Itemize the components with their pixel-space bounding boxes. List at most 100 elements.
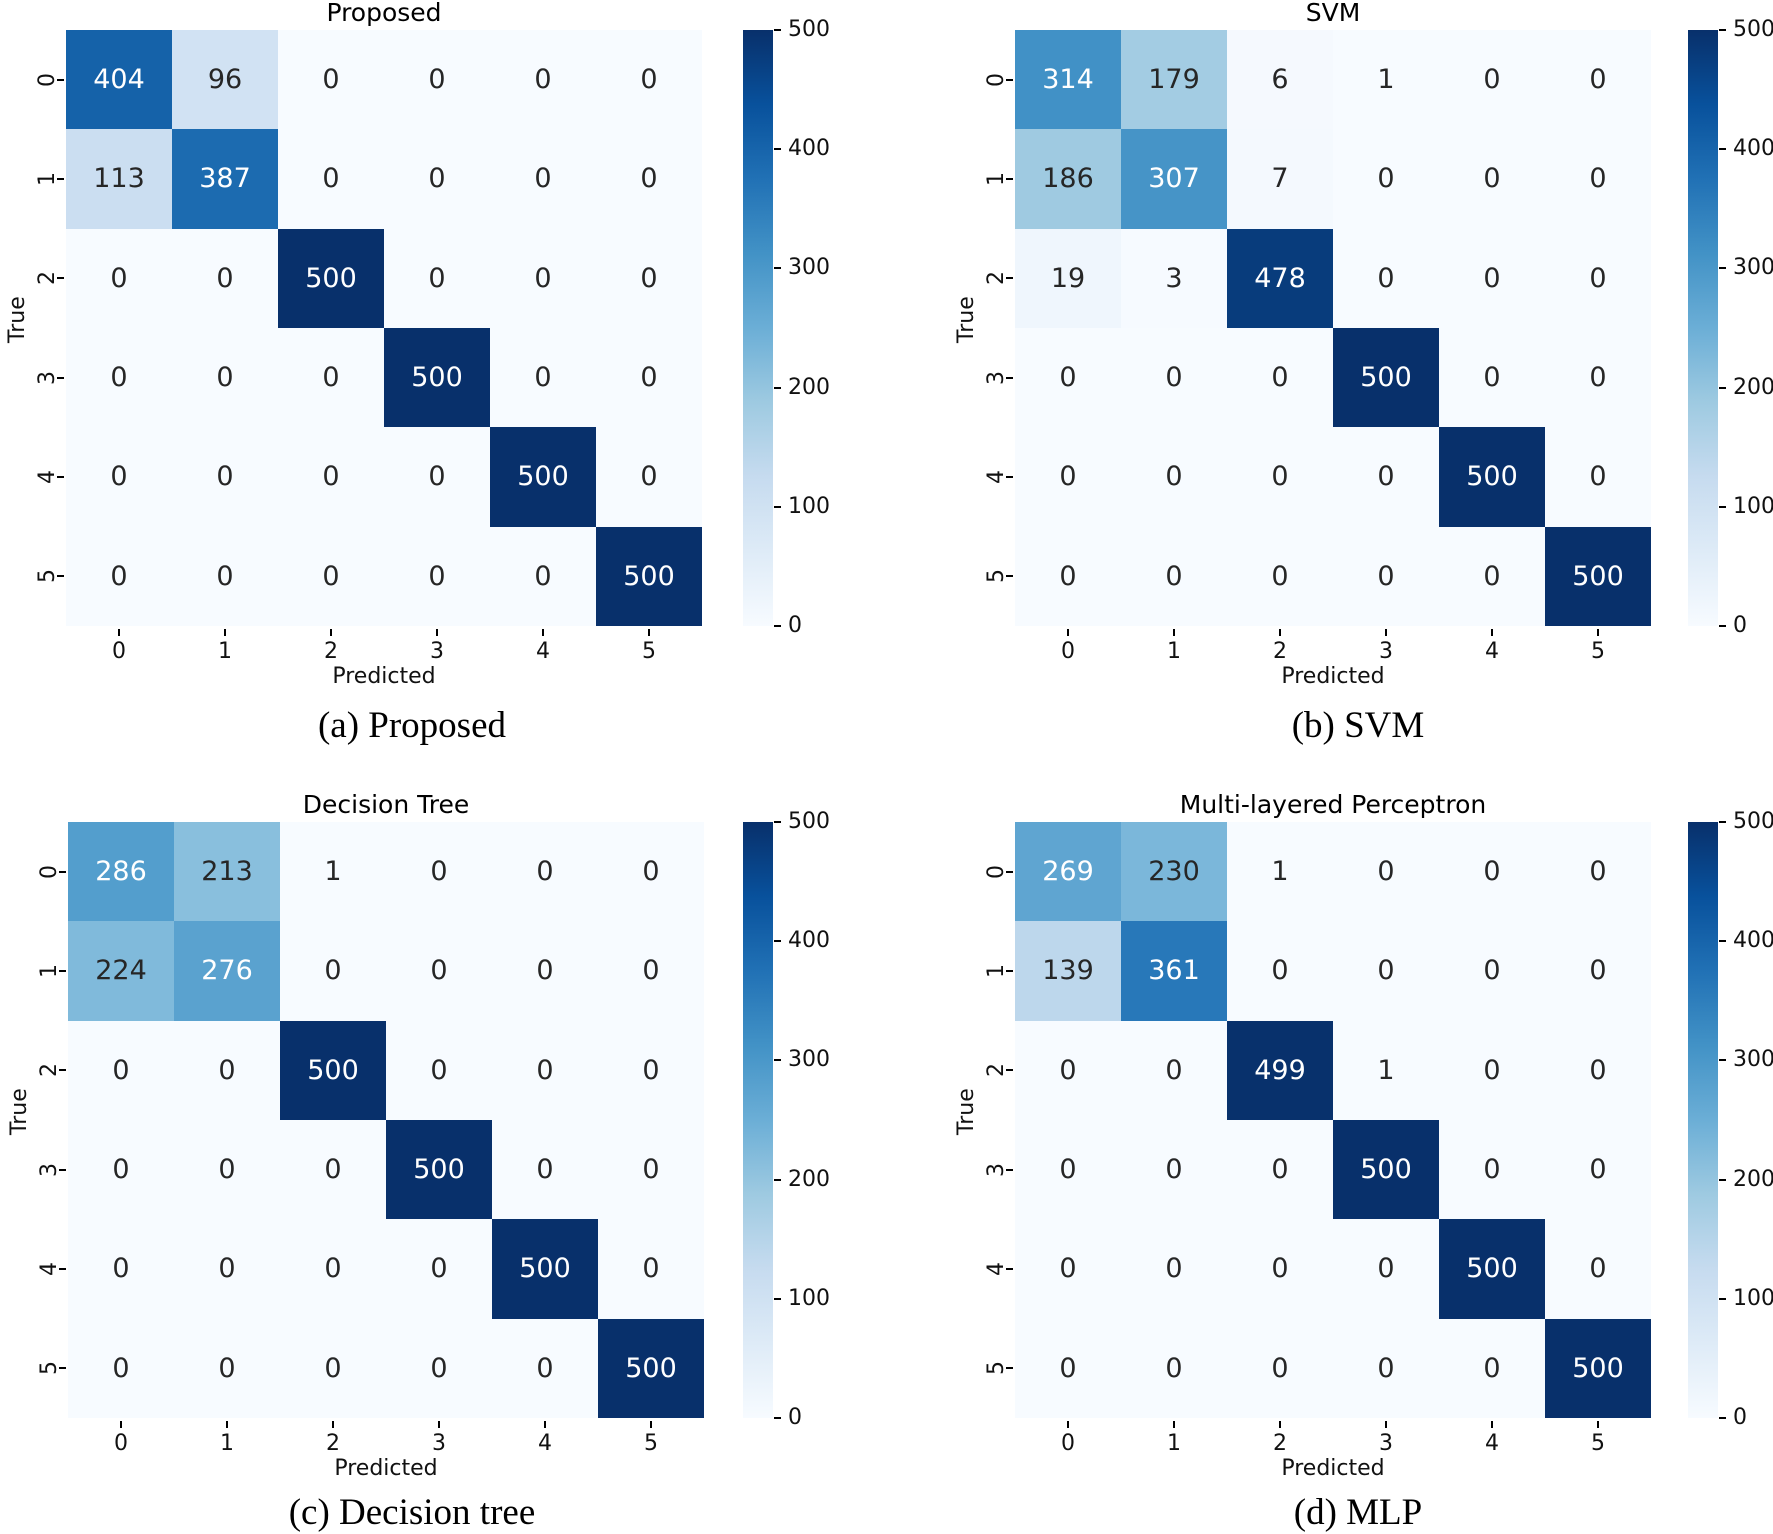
heatmap-cell: 7 [1227,129,1333,229]
heatmap-cell: 0 [492,822,598,922]
heatmap-cell: 500 [1333,328,1439,428]
heatmap-cell: 0 [1015,1318,1121,1418]
colorbar-tick-mark [774,505,781,508]
x-tick-mark [1491,1421,1493,1428]
heatmap-cell: 0 [174,1120,280,1220]
colorbar-tick-label: 200 [1733,374,1773,400]
x-tick-mark [1173,629,1175,636]
colorbar-tick-mark [774,1178,781,1181]
y-axis-label: True [954,296,979,343]
heatmap-cell: 0 [1545,30,1651,130]
heatmap-cell: 0 [1439,228,1545,328]
x-tick-mark [1279,629,1281,636]
heatmap-cell: 387 [172,129,278,229]
colorbar-tick-mark [1719,1059,1726,1062]
heatmap-cell: 230 [1121,822,1227,922]
heatmap-cell: 186 [1015,129,1121,229]
x-tick-label: 3 [430,639,444,664]
heatmap-cell: 0 [598,1020,704,1120]
heatmap-cell: 0 [596,228,702,328]
heatmap-cell: 314 [1015,30,1121,130]
heatmap-cell: 0 [1333,1318,1439,1418]
colorbar-tick-mark [774,267,781,270]
heatmap-cell: 19 [1015,228,1121,328]
colorbar-tick-mark [774,1059,781,1062]
heatmap-cell: 0 [68,1020,174,1120]
y-tick-mark [57,277,64,280]
heatmap-cell: 0 [66,228,172,328]
colorbar-tick-mark [1719,821,1726,823]
heatmap-cell: 213 [174,822,280,922]
y-tick-mark [59,870,66,873]
heatmap-cell: 0 [1439,30,1545,130]
heatmap-cell: 0 [1227,526,1333,626]
y-tick-mark [59,1168,66,1171]
x-tick-label: 0 [1061,1431,1075,1456]
heatmap-cell: 0 [384,129,490,229]
heatmap-cell: 500 [490,427,596,527]
colorbar-tick-mark [1719,29,1726,31]
y-tick-mark [1006,1268,1013,1270]
colorbar-tick-label: 300 [788,1047,830,1073]
colorbar-tick-label: 100 [1733,493,1773,519]
heatmap-cell: 6 [1227,30,1333,130]
y-tick-mark [1006,178,1013,180]
x-tick-label: 1 [220,1431,234,1456]
heatmap-cell: 0 [1439,822,1545,922]
heatmap-cell: 0 [1333,1219,1439,1319]
heatmap-cell: 0 [598,1219,704,1319]
x-tick-label: 1 [1167,1431,1181,1456]
x-tick-mark [1279,1421,1281,1428]
heatmap-cell: 0 [1015,526,1121,626]
y-tick-mark [1006,78,1013,81]
plot-title: SVM [1305,0,1361,27]
subfigure-caption: (a) Proposed [317,705,507,746]
heatmap-cell: 0 [598,822,704,922]
colorbar-tick-mark [774,821,781,823]
colorbar-tick-label: 300 [1733,255,1773,281]
heatmap-cell: 0 [1545,328,1651,428]
x-axis-label: Predicted [334,1456,438,1481]
heatmap-cell: 0 [68,1318,174,1418]
heatmap-cell: 0 [1439,1020,1545,1120]
x-tick-mark [648,629,650,636]
x-tick-mark [118,629,120,636]
y-tick-mark [59,1367,66,1370]
subfigure-caption: (b) SVM [1291,705,1425,746]
colorbar-tick-label: 500 [1733,17,1773,42]
heatmap-cell: 500 [386,1120,492,1220]
heatmap-cell: 404 [66,30,172,130]
heatmap-cell: 307 [1121,129,1227,229]
colorbar-tick-label: 400 [788,136,830,162]
y-tick-mark [57,376,64,379]
heatmap-cell: 0 [386,1219,492,1319]
heatmap-cell: 0 [1545,822,1651,922]
x-tick-label: 2 [1273,639,1287,664]
x-tick-label: 4 [1485,1431,1499,1456]
heatmap-cell: 0 [1439,1120,1545,1220]
heatmap-cell: 500 [384,328,490,428]
heatmap-cell: 0 [1227,328,1333,428]
heatmap-cell: 179 [1121,30,1227,130]
y-tick-mark [1006,575,1013,578]
heatmap-cell: 113 [66,129,172,229]
heatmap-cell: 0 [596,427,702,527]
heatmap-cell: 0 [68,1120,174,1220]
y-tick-mark [1006,1367,1013,1370]
heatmap-cell: 500 [280,1020,386,1120]
heatmap-cell: 0 [1333,228,1439,328]
heatmap-cell: 0 [174,1318,280,1418]
colorbar-tick-mark [1719,1417,1726,1419]
heatmap-cell: 0 [278,30,384,130]
y-tick-mark [1006,1069,1013,1072]
heatmap-cell: 0 [492,1120,598,1220]
heatmap-cell: 0 [1333,921,1439,1021]
colorbar-tick-label: 0 [788,613,802,638]
x-tick-mark [332,1421,334,1428]
heatmap-cell: 0 [1333,427,1439,527]
x-tick-mark [1067,629,1069,636]
